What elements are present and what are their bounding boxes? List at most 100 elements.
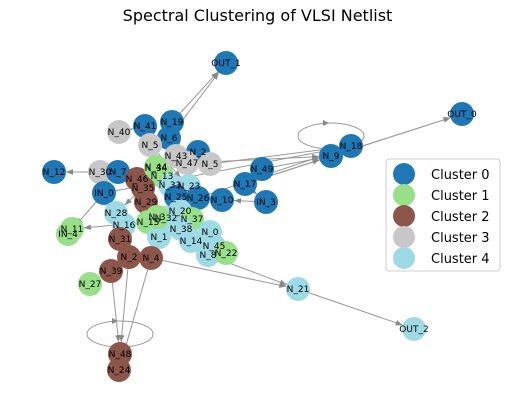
- legend-label-cluster-2: Cluster 2: [431, 210, 490, 225]
- node-n-34: [144, 156, 168, 180]
- node-label-n-41: N_41: [134, 122, 157, 132]
- node-n-26: [186, 186, 210, 210]
- node-label-n-22: N_22: [215, 249, 238, 259]
- node-n-9: [319, 144, 343, 168]
- node-label-n-9: N_9: [323, 152, 340, 162]
- node-label-n-27: N_27: [79, 280, 102, 290]
- edge-arrowhead: [323, 120, 329, 126]
- node-label-n-8: N_8: [200, 251, 217, 261]
- legend-frame: [385, 158, 501, 272]
- node-label-n-3: N_3: [149, 213, 166, 223]
- node-label-out-1: OUT_1: [211, 59, 240, 69]
- node-n-5: [138, 133, 162, 157]
- node-label-n-15: N_15: [137, 218, 160, 228]
- node-label-n-17: N_17: [234, 180, 257, 190]
- node-in-0: [92, 181, 116, 205]
- node-label-n-13: N_13: [151, 172, 174, 182]
- node-label-in-0: IN_0: [94, 189, 114, 199]
- legend: Cluster 0 Cluster 1 Cluster 2 Cluster 3 Clus…: [385, 158, 501, 272]
- legend-marker-cluster-1: [393, 184, 415, 206]
- node-n-1: [147, 225, 171, 249]
- node-n-27: [78, 272, 102, 296]
- edge-arrowhead: [112, 318, 118, 324]
- node-n-31: [108, 227, 132, 251]
- node-n-24: [107, 358, 131, 382]
- node-label-n-25: N_25: [165, 193, 188, 203]
- node-label-n-29: N_29: [135, 198, 158, 208]
- node-n-14: [179, 229, 203, 253]
- node-label-n-10: N_10: [211, 196, 234, 206]
- node-n-6: [157, 126, 181, 150]
- node-n-21: [286, 277, 310, 301]
- node-label-n-39: N_39: [100, 267, 123, 277]
- node-label-n-11: N_11: [61, 225, 84, 235]
- node-label-n-5: N_5: [142, 141, 159, 151]
- node-label-n-7: N_7: [110, 168, 127, 178]
- node-label-n-2: N_2: [121, 253, 138, 263]
- node-out-2: [402, 317, 426, 341]
- node-label-n-31: N_31: [109, 235, 132, 245]
- node-label-n-43: N_43: [165, 152, 188, 162]
- edge-19: [121, 257, 152, 359]
- node-label-in-4: IN_4: [58, 230, 78, 240]
- legend-marker-cluster-0: [393, 163, 415, 185]
- node-in-3: [254, 190, 278, 214]
- legend-marker-cluster-3: [393, 226, 415, 248]
- node-n-7: [106, 160, 130, 184]
- node-n-18: [339, 134, 363, 158]
- node-n-3: [145, 205, 169, 229]
- node-label-n-38: N_38: [170, 225, 193, 235]
- node-n-12: [42, 160, 66, 184]
- node-label-n-46: N_46: [126, 175, 149, 185]
- node-label-out-2: OUT_2: [399, 325, 428, 335]
- node-label-n-44: N_44: [145, 163, 168, 173]
- legend-label-cluster-4: Cluster 4: [431, 252, 490, 267]
- node-label-n-45: N_45: [203, 242, 226, 252]
- node-label-n-33: N_33: [159, 181, 182, 191]
- node-n-39: [99, 259, 123, 283]
- node-n-17: [233, 172, 257, 196]
- node-label-n-1: N_1: [151, 233, 168, 243]
- node-label-n-49: N_49: [251, 165, 274, 175]
- node-label-n-47: N_47: [176, 159, 199, 169]
- node-label-n-28: N_28: [105, 209, 128, 219]
- edge-16: [150, 257, 287, 288]
- node-out-0: [450, 102, 474, 126]
- edge-18: [297, 288, 403, 326]
- node-n-8: [196, 243, 220, 267]
- node-label-n-0: N_0: [202, 228, 219, 238]
- node-label-n-30: N_30: [89, 168, 112, 178]
- node-label-n-6: N_6: [161, 134, 178, 144]
- node-label-n-24: N_24: [108, 366, 131, 376]
- edge-20: [118, 256, 130, 343]
- node-n-40: [107, 120, 131, 144]
- node-n-22: [214, 241, 238, 265]
- node-in-4: [56, 222, 80, 246]
- node-n-4: [139, 246, 163, 270]
- node-label-n-34: N_34: [145, 164, 168, 174]
- node-label-n-2: N_2: [190, 148, 207, 158]
- node-label-n-26: N_26: [187, 194, 210, 204]
- legend-label-cluster-3: Cluster 3: [431, 231, 490, 246]
- node-label-n-18: N_18: [340, 142, 363, 152]
- node-n-10: [210, 188, 234, 212]
- node-label-n-23: N_23: [178, 182, 201, 192]
- node-label-n-37: N_37: [181, 215, 204, 225]
- node-label-n-19: N_19: [161, 118, 184, 128]
- node-label-n-4: N_4: [143, 254, 160, 264]
- node-label-n-21: N_21: [287, 285, 310, 295]
- chart-title: Spectral Clustering of VLSI Netlist: [122, 6, 393, 25]
- legend-marker-cluster-2: [393, 205, 415, 227]
- legend-label-cluster-1: Cluster 1: [431, 189, 490, 204]
- node-label-out-0: OUT_0: [447, 110, 477, 120]
- node-n-5: [198, 152, 222, 176]
- node-label-n-14: N_14: [180, 237, 203, 247]
- legend-label-cluster-0: Cluster 0: [431, 168, 490, 183]
- legend-marker-cluster-4: [393, 247, 415, 269]
- node-label-n-32: N_32: [155, 214, 178, 224]
- node-label-n-12: N_12: [43, 168, 66, 178]
- node-n-2: [117, 245, 141, 269]
- node-n-41: [133, 114, 157, 138]
